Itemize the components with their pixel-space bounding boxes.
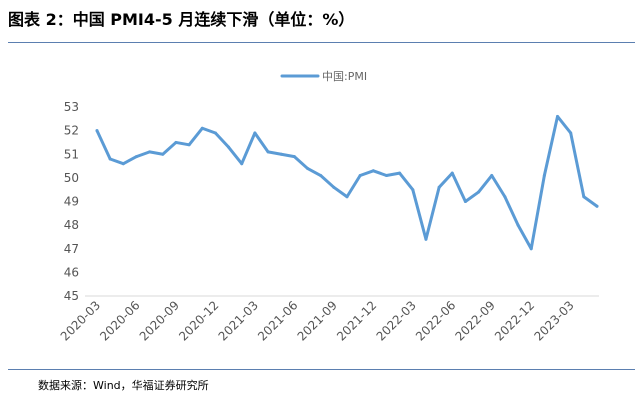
x-tick-label: 2021-09 — [295, 298, 340, 343]
y-tick-label: 53 — [64, 100, 79, 114]
footer-divider — [8, 369, 635, 370]
data-point — [292, 155, 296, 159]
data-point — [569, 131, 573, 135]
data-point — [332, 185, 336, 189]
data-point — [306, 166, 310, 170]
y-tick-label: 46 — [64, 265, 79, 279]
x-tick-label: 2023-03 — [531, 298, 576, 343]
data-point — [384, 174, 388, 178]
x-tick-label: 2020-06 — [97, 298, 142, 343]
data-point — [95, 129, 99, 133]
data-point — [121, 162, 125, 166]
y-tick-label: 52 — [64, 124, 79, 138]
y-axis-ticks: 45 46 47 48 49 50 51 52 53 — [64, 100, 79, 303]
data-point — [516, 223, 520, 227]
data-point — [240, 162, 244, 166]
x-tick-label: 2020-03 — [58, 298, 103, 343]
data-point — [450, 171, 454, 175]
data-point — [253, 131, 257, 135]
data-point — [161, 152, 165, 156]
data-point — [529, 247, 533, 251]
x-tick-label: 2022-12 — [492, 298, 537, 343]
chart-title: 图表 2：中国 PMI4-5 月连续下滑（单位：%） — [8, 10, 355, 29]
data-point — [398, 171, 402, 175]
data-point — [556, 114, 560, 118]
data-point — [595, 204, 599, 208]
source-note: 数据来源：Wind，华福证券研究所 — [38, 379, 209, 392]
data-point — [108, 157, 112, 161]
x-tick-label: 2020-09 — [137, 298, 182, 343]
y-tick-label: 45 — [64, 289, 79, 303]
x-tick-label: 2022-03 — [374, 298, 419, 343]
series-layer — [95, 114, 599, 251]
title-divider — [8, 42, 635, 43]
data-point — [200, 126, 204, 130]
x-tick-label: 2021-03 — [216, 298, 261, 343]
data-point — [371, 169, 375, 173]
data-point — [213, 131, 217, 135]
x-tick-label: 2021-06 — [255, 298, 300, 343]
y-tick-label: 47 — [64, 242, 79, 256]
x-tick-label: 2020-12 — [176, 298, 221, 343]
y-tick-label: 49 — [64, 195, 79, 209]
data-point — [266, 150, 270, 154]
data-point — [279, 152, 283, 156]
data-point — [463, 200, 467, 203]
data-point — [148, 150, 152, 154]
y-tick-label: 48 — [64, 218, 79, 232]
chart-svg: 中国:PMI 45 46 47 48 49 50 51 52 53 2020-032020-06… — [58, 70, 599, 344]
data-point — [345, 195, 349, 199]
data-point — [411, 188, 415, 192]
y-tick-label: 50 — [64, 171, 79, 185]
data-point — [542, 174, 546, 178]
x-axis-ticks: 2020-032020-062020-092020-122021-032021-… — [58, 298, 577, 343]
series-line-pmi — [95, 114, 599, 251]
data-point — [582, 195, 586, 199]
data-point — [319, 174, 323, 178]
legend-label: 中国:PMI — [322, 70, 367, 83]
data-point — [424, 237, 428, 241]
data-point — [187, 143, 191, 147]
x-tick-label: 2022-06 — [413, 298, 458, 343]
data-point — [437, 185, 441, 189]
y-tick-label: 51 — [64, 147, 79, 161]
data-point — [503, 195, 507, 199]
x-tick-label: 2022-09 — [453, 298, 498, 343]
x-tick-label: 2021-12 — [334, 298, 379, 343]
data-point — [477, 190, 481, 194]
legend: 中国:PMI — [280, 70, 367, 83]
data-point — [358, 174, 362, 178]
data-point — [134, 155, 138, 159]
data-point — [227, 145, 231, 149]
data-point — [174, 140, 178, 144]
data-point — [490, 174, 494, 178]
